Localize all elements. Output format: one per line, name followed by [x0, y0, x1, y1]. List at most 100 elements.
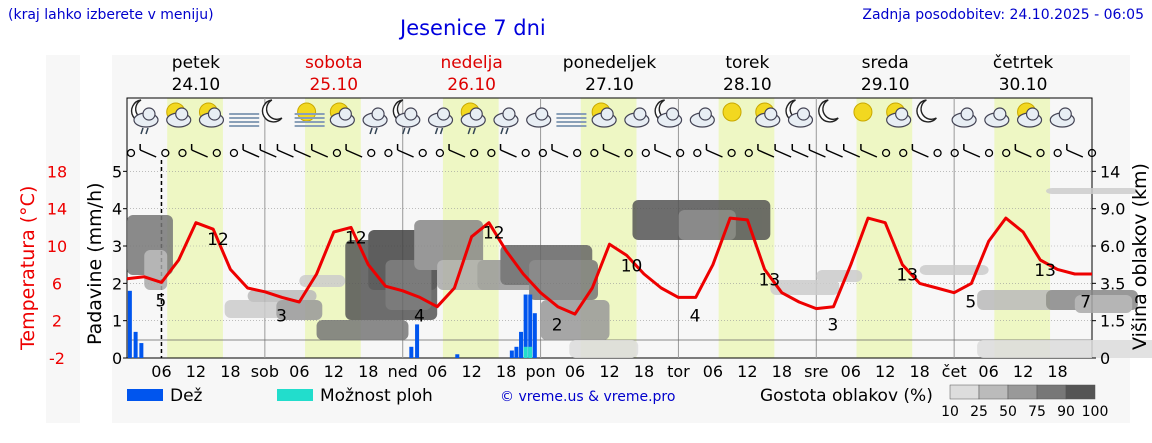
legend-density-swatch — [1065, 384, 1096, 400]
wind-calm-icon — [1053, 148, 1062, 158]
temperature-label: 12 — [483, 224, 505, 244]
day-abbr-label: sre — [804, 362, 828, 381]
wind-calm-icon — [744, 148, 753, 158]
sun-icon — [853, 102, 873, 122]
rain-bar — [532, 313, 537, 358]
legend-density-step: 50 — [999, 404, 1017, 420]
day-abbr-label: tor — [667, 362, 690, 381]
sun-cloud-icon — [886, 102, 912, 128]
precip-axis-title: Padavine (mm/h) — [84, 182, 106, 345]
cloud-cover-blob — [569, 340, 639, 358]
legend-density-swatch — [978, 384, 1009, 400]
wind-barb-icon — [259, 149, 277, 158]
temp-tick-label: -2 — [49, 349, 65, 368]
wind-calm-icon — [984, 148, 994, 158]
region-hint[interactable]: (kraj lahko izberete v meniju) — [8, 7, 214, 23]
temperature-label: 4 — [414, 306, 425, 326]
temperature-line — [126, 216, 1092, 316]
wind-barb-icon — [912, 149, 929, 158]
cloud-cover-blob — [540, 300, 610, 340]
cloud-height-tick-label: 6.0 — [1100, 237, 1125, 256]
temp-tick-label: 18 — [47, 162, 67, 181]
wind-calm-icon — [332, 148, 342, 158]
wind-barb-icon — [603, 149, 620, 158]
wind-calm-icon — [418, 148, 427, 158]
day-abbr-label: sob — [251, 362, 279, 381]
cloud-cover-blob — [529, 260, 599, 300]
legend-rain-swatch — [127, 389, 163, 401]
temp-tick-label: 14 — [47, 200, 67, 219]
page-title: Jesenice 7 dni — [400, 16, 546, 40]
moon-cloud-drizzle-icon — [392, 99, 421, 135]
wind-barb-icon — [791, 149, 809, 158]
wind-barb-icon — [242, 149, 260, 158]
wind-calm-icon — [384, 148, 393, 158]
wind-barb-icon — [843, 149, 861, 158]
day-date: 26.10 — [447, 75, 496, 95]
wind-barb-icon — [826, 149, 843, 158]
cloud-height-tick-label: 0 — [1100, 349, 1110, 368]
wind-calm-icon — [573, 148, 582, 158]
cloud-height-tick-label: 14 — [1100, 162, 1120, 181]
wind-barb-icon — [706, 149, 723, 158]
wind-calm-icon — [470, 148, 479, 158]
cloud-rain-icon — [493, 107, 519, 135]
wind-barb-icon — [757, 149, 775, 158]
hour-label: 06 — [427, 362, 447, 381]
rain-bar — [455, 354, 460, 358]
sun-cloud-icon — [755, 102, 781, 128]
hour-label: 18 — [220, 362, 240, 381]
temp-axis-title: Temperatura (°C) — [17, 186, 39, 351]
temperature-label: 3 — [828, 316, 839, 336]
wind-calm-icon — [521, 148, 530, 158]
sun-cloud-icon — [198, 102, 225, 128]
rain-bar — [519, 331, 524, 358]
hour-label: 18 — [1047, 362, 1067, 381]
wind-calm-icon — [487, 148, 496, 158]
legend-density-swatch — [1007, 384, 1038, 400]
legend-showers-swatch — [277, 389, 313, 401]
fog-icon — [556, 113, 587, 127]
legend-density-swatch — [949, 384, 980, 400]
hour-label: 18 — [496, 362, 516, 381]
sun-cloud-icon — [166, 102, 192, 128]
wind-barb-icon — [551, 149, 569, 158]
cloud-icon — [1049, 107, 1075, 128]
cloud-height-tick-label: 9.0 — [1100, 200, 1125, 219]
wind-calm-icon — [933, 148, 942, 158]
wind-calm-icon — [950, 148, 959, 158]
precip-tick-label: 3 — [112, 237, 122, 256]
wind-barb-icon — [1066, 149, 1084, 158]
wind-barb-icon — [191, 149, 208, 158]
wind-calm-icon — [590, 148, 599, 158]
legend-density-step: 75 — [1028, 404, 1046, 420]
cloud-sun-icon — [591, 102, 617, 128]
cloud-cover-blob — [1074, 295, 1133, 313]
legend-showers-label: Možnost ploh — [320, 386, 433, 406]
credit-link: © vreme.us & vreme.pro — [500, 389, 675, 405]
temperature-label: 12 — [207, 230, 229, 250]
last-update: Zadnja posodobitev: 24.10.2025 - 06:05 — [862, 7, 1144, 23]
wind-calm-icon — [1087, 148, 1097, 158]
shower-bar — [523, 346, 528, 358]
temp-tick-label: 10 — [47, 237, 67, 256]
hour-label: 06 — [841, 362, 861, 381]
temperature-label: 5 — [155, 291, 166, 311]
day-name: petek — [172, 53, 220, 73]
hour-label: 18 — [909, 362, 929, 381]
cloud-height-tick-label: 1.5 — [1100, 312, 1125, 331]
day-abbr-label: pon — [526, 362, 556, 381]
wind-calm-icon — [538, 148, 548, 158]
day-name: torek — [725, 53, 769, 73]
wind-calm-icon — [624, 148, 633, 158]
moon-icon — [916, 99, 937, 123]
cloud-icon — [624, 107, 650, 128]
precip-tick-label: 2 — [112, 274, 122, 293]
legend-density-step: 25 — [970, 404, 988, 420]
wind-calm-icon — [1002, 148, 1011, 158]
rain-bar — [514, 346, 519, 358]
precip-tick-label: 1 — [112, 312, 122, 331]
cloud-cover-blob — [919, 265, 989, 275]
hour-label: 18 — [634, 362, 654, 381]
day-date: 28.10 — [723, 75, 772, 95]
